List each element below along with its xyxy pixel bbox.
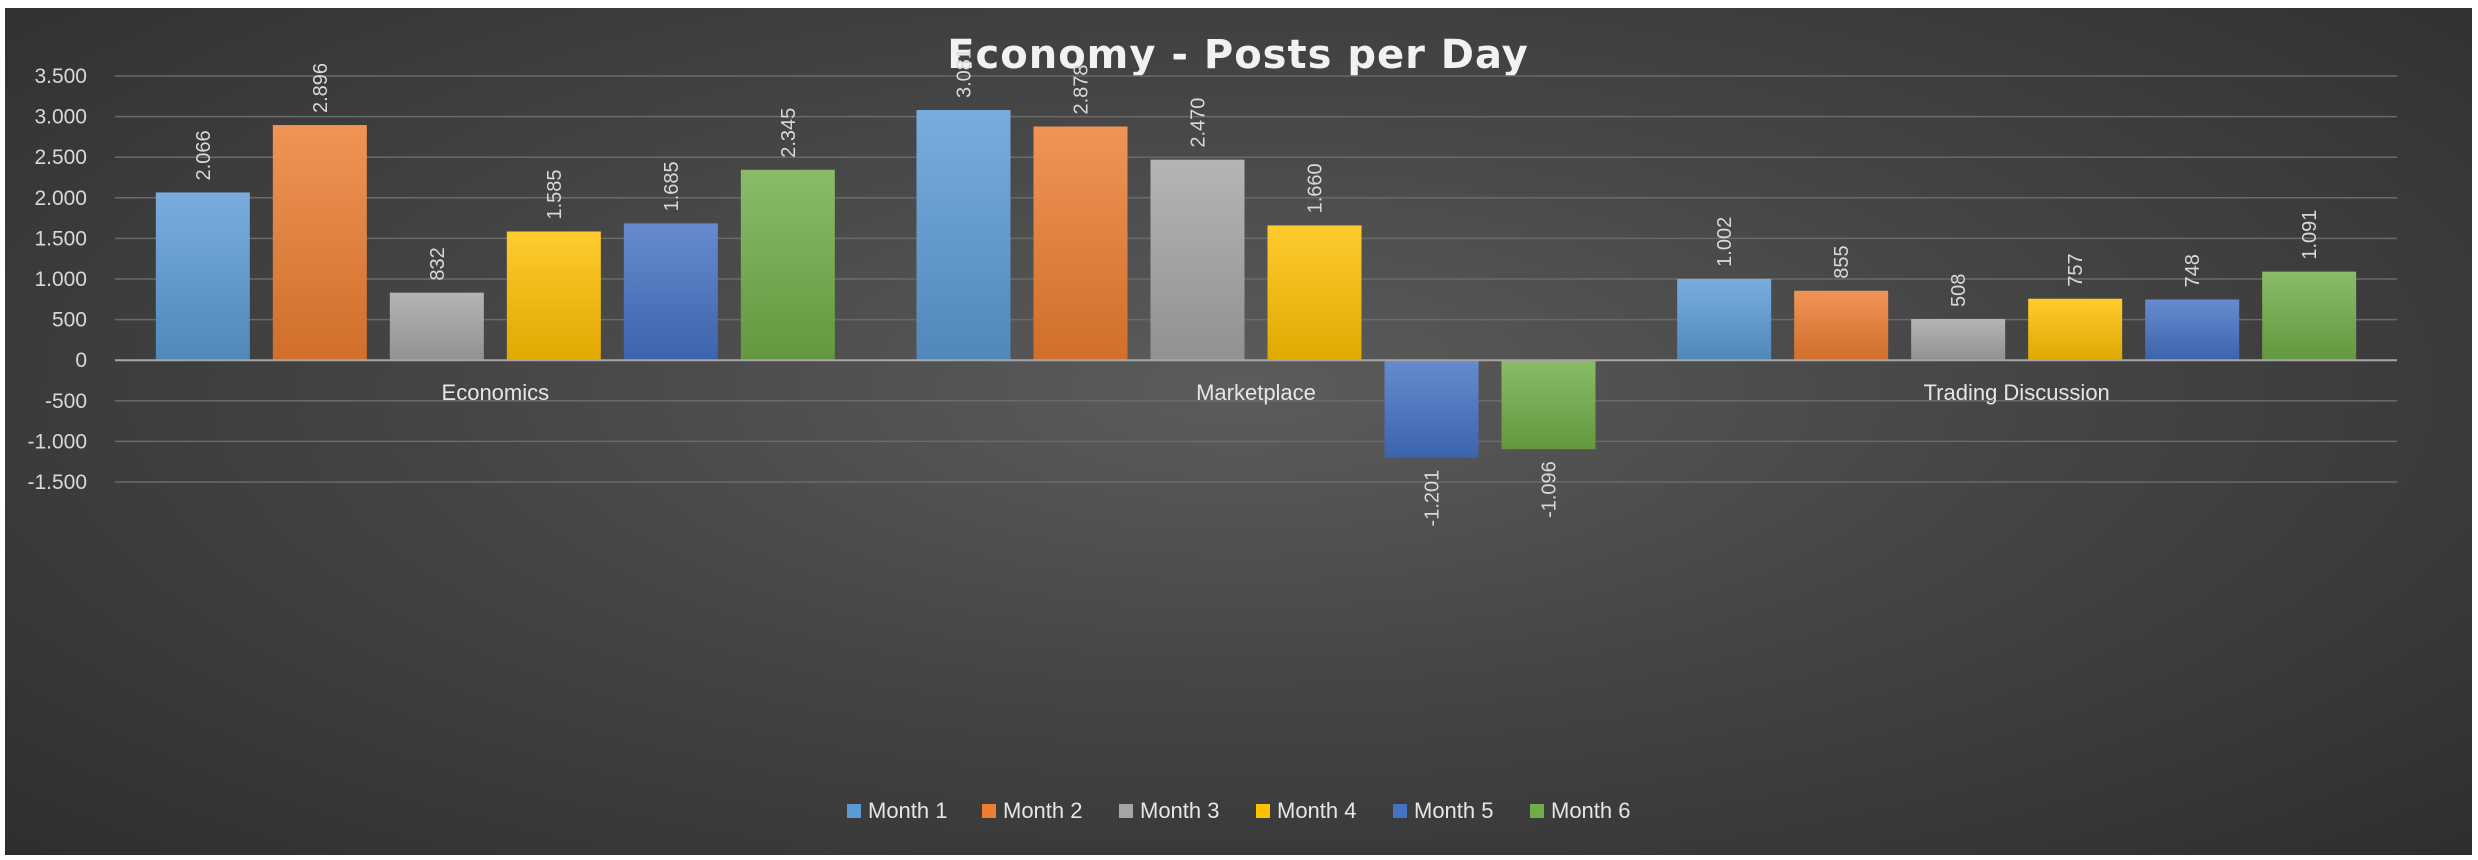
data-label: 1.091 bbox=[2299, 210, 2321, 260]
data-label: 832 bbox=[427, 247, 449, 280]
data-label: -1.096 bbox=[1539, 461, 1561, 518]
x-category-label: Marketplace bbox=[1196, 380, 1316, 405]
chart-title: Economy - Posts per Day bbox=[947, 32, 1529, 78]
x-category-label: Economics bbox=[442, 380, 550, 405]
legend-swatch bbox=[847, 804, 861, 818]
legend-label: Month 1 bbox=[868, 798, 948, 823]
legend-swatch bbox=[1256, 804, 1270, 818]
bar-month-2-marketplace bbox=[1033, 126, 1128, 361]
bar-month-2-trading-discussion bbox=[1794, 290, 1889, 361]
y-tick-label: -1.000 bbox=[27, 430, 87, 453]
chart-area: Economy - Posts per Day 2.066 2.896 832 1.5… bbox=[5, 8, 2472, 855]
legend: Month 1 Month 2 Month 3 Month 4 Month 5 Month… bbox=[847, 798, 1631, 823]
legend-item-month-4: Month 4 bbox=[1256, 798, 1357, 823]
y-tick-label: 1.500 bbox=[34, 227, 87, 250]
legend-label: Month 4 bbox=[1277, 798, 1357, 823]
data-label: 508 bbox=[1948, 274, 1970, 307]
bar-month-1-trading-discussion bbox=[1677, 278, 1772, 361]
data-label: 748 bbox=[2182, 254, 2204, 287]
bar-month-1-marketplace bbox=[916, 110, 1011, 361]
data-label: 2.470 bbox=[1188, 98, 1210, 148]
legend-swatch bbox=[1393, 804, 1407, 818]
bar-month-2-economics bbox=[272, 125, 367, 361]
data-label: 1.585 bbox=[544, 169, 566, 219]
data-label: 2.066 bbox=[193, 130, 215, 180]
bar-month-5-economics bbox=[623, 223, 718, 361]
legend-swatch bbox=[1530, 804, 1544, 818]
bar-month-4-trading-discussion bbox=[2028, 298, 2123, 361]
bar-month-3-trading-discussion bbox=[1911, 318, 2006, 361]
data-label: 2.878 bbox=[1071, 64, 1093, 114]
data-label: -1.201 bbox=[1422, 470, 1444, 527]
bars bbox=[155, 110, 2357, 458]
bar-month-4-economics bbox=[506, 231, 601, 361]
legend-label: Month 6 bbox=[1551, 798, 1631, 823]
x-category-label: Trading Discussion bbox=[1924, 380, 2110, 405]
legend-label: Month 2 bbox=[1003, 798, 1083, 823]
legend-item-month-5: Month 5 bbox=[1393, 798, 1494, 823]
bar-chart: Economy - Posts per Day 2.066 2.896 832 1.5… bbox=[27, 32, 2397, 823]
gridlines bbox=[115, 75, 2397, 483]
legend-swatch bbox=[1119, 804, 1133, 818]
data-label: 2.345 bbox=[778, 108, 800, 158]
legend-item-month-3: Month 3 bbox=[1119, 798, 1220, 823]
bar-month-6-marketplace bbox=[1501, 360, 1596, 450]
y-tick-label: 3.500 bbox=[34, 65, 87, 88]
y-tick-label: 1.000 bbox=[34, 268, 87, 291]
legend-item-month-1: Month 1 bbox=[847, 798, 948, 823]
bar-month-3-marketplace bbox=[1150, 159, 1245, 361]
y-tick-label: 3.000 bbox=[34, 106, 87, 129]
y-tick-label: 500 bbox=[52, 309, 87, 332]
bar-month-3-economics bbox=[389, 292, 484, 361]
data-label: 757 bbox=[2065, 253, 2087, 286]
legend-item-month-6: Month 6 bbox=[1530, 798, 1631, 823]
legend-label: Month 5 bbox=[1414, 798, 1494, 823]
y-tick-label: -500 bbox=[45, 390, 87, 413]
legend-item-month-2: Month 2 bbox=[982, 798, 1083, 823]
bar-month-4-marketplace bbox=[1267, 225, 1362, 361]
data-label: 1.660 bbox=[1305, 163, 1327, 213]
data-label: 1.002 bbox=[1714, 217, 1736, 267]
bar-month-6-trading-discussion bbox=[2262, 271, 2357, 361]
y-tick-label: 2.000 bbox=[34, 187, 87, 210]
data-label: 1.685 bbox=[661, 161, 683, 211]
bar-month-6-economics bbox=[740, 169, 835, 361]
legend-swatch bbox=[982, 804, 996, 818]
y-tick-label: 0 bbox=[75, 349, 87, 372]
bar-month-1-economics bbox=[155, 192, 250, 361]
legend-label: Month 3 bbox=[1140, 798, 1220, 823]
y-tick-label: -1.500 bbox=[27, 471, 87, 494]
axes: 3.500 3.000 2.500 2.000 1.500 1.000 500 0 -500 -1… bbox=[27, 65, 2397, 494]
y-tick-label: 2.500 bbox=[34, 146, 87, 169]
data-label: 2.896 bbox=[310, 63, 332, 113]
data-labels: 2.066 2.896 832 1.585 1.685 2.345 3.081 2.878 2.… bbox=[193, 48, 2321, 526]
bar-month-5-marketplace bbox=[1384, 360, 1479, 458]
data-label: 3.081 bbox=[954, 48, 976, 98]
data-label: 855 bbox=[1831, 245, 1853, 278]
bar-month-5-trading-discussion bbox=[2145, 299, 2240, 361]
